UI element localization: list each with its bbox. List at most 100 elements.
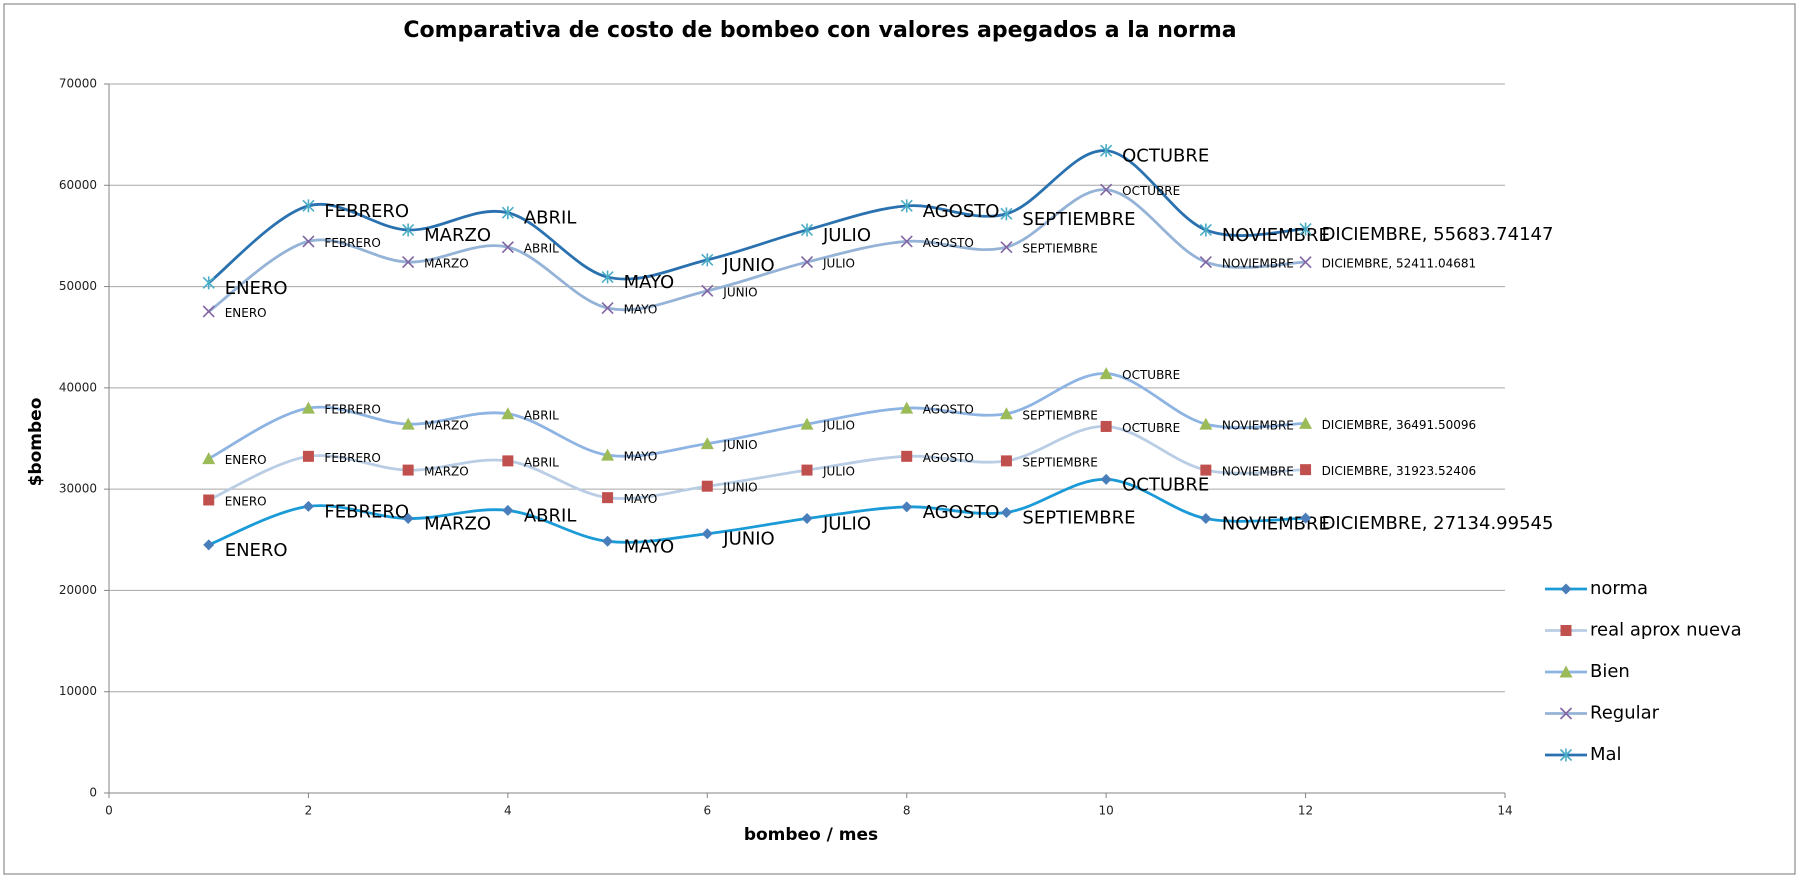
data-label: SEPTIEMBRE [1022, 408, 1097, 422]
data-label: JUNIO [722, 285, 757, 299]
data-label: OCTUBRE [1122, 146, 1209, 167]
y-tick-label: 20000 [59, 583, 97, 597]
data-label: MAYO [624, 536, 675, 557]
marker [401, 417, 415, 430]
marker [1100, 473, 1112, 485]
marker [1559, 665, 1573, 678]
marker [1560, 625, 1572, 636]
chart-border [3, 3, 1796, 875]
data-label: NOVIEMBRE [1222, 225, 1330, 246]
x-tick-label: 6 [703, 804, 711, 818]
data-label: DICIEMBRE, 36491.50096 [1322, 418, 1477, 432]
x-tick-label: 0 [105, 804, 113, 818]
data-label: NOVIEMBRE [1222, 465, 1294, 479]
data-label: NOVIEMBRE [1222, 257, 1294, 271]
legend-label: norma [1590, 578, 1648, 599]
marker [1299, 256, 1312, 269]
marker [502, 455, 514, 467]
marker [1000, 241, 1013, 254]
marker [800, 223, 814, 237]
marker [1199, 255, 1212, 269]
marker [800, 417, 814, 430]
data-label: DICIEMBRE, 31923.52406 [1322, 464, 1477, 478]
data-label: SEPTIEMBRE [1022, 209, 1135, 230]
y-tick-label: 10000 [59, 684, 97, 698]
data-label: AGOSTO [923, 403, 974, 417]
data-label: DICIEMBRE, 55683.74147 [1322, 224, 1554, 245]
data-label: SEPTIEMBRE [1022, 242, 1097, 256]
marker [203, 494, 215, 506]
data-label: SEPTIEMBRE [1022, 455, 1097, 469]
legend-label: real aprox nueva [1590, 620, 1742, 641]
y-axis-label: $bombeo [26, 398, 46, 487]
data-label: FEBRERO [324, 403, 380, 417]
marker [1200, 513, 1212, 525]
marker [202, 276, 215, 290]
data-label: JUNIO [722, 529, 774, 550]
marker [501, 407, 515, 420]
marker [701, 284, 714, 297]
data-label: OCTUBRE [1122, 474, 1209, 495]
x-tick-label: 4 [504, 804, 512, 818]
data-label: ABRIL [524, 242, 559, 256]
data-label: SEPTIEMBRE [1022, 507, 1135, 528]
marker [1200, 464, 1212, 476]
data-label: NOVIEMBRE [1222, 419, 1294, 433]
data-label: MAYO [624, 272, 675, 293]
marker [701, 253, 714, 267]
data-label: OCTUBRE [1122, 421, 1180, 435]
legend-label: Bien [1590, 661, 1630, 682]
data-label: AGOSTO [923, 236, 974, 250]
series-line [208, 477, 1306, 547]
x-tick-label: 2 [305, 804, 313, 818]
marker [1100, 420, 1112, 432]
marker [301, 401, 315, 414]
marker [402, 223, 415, 237]
marker [601, 301, 614, 315]
marker [1199, 223, 1212, 237]
data-label: JULIO [822, 257, 855, 271]
data-label: JUNIO [722, 255, 774, 276]
data-label: DICIEMBRE, 27134.99545 [1322, 513, 1554, 534]
data-label: AGOSTO [923, 502, 1000, 523]
data-label: JUNIO [722, 481, 757, 495]
marker [601, 448, 615, 461]
marker [1000, 207, 1013, 221]
marker [601, 270, 614, 284]
data-label: MARZO [424, 225, 491, 246]
marker [1300, 512, 1312, 524]
y-tick-label: 50000 [59, 279, 97, 293]
y-tick-label: 70000 [59, 77, 97, 91]
data-label: JULIO [822, 419, 855, 433]
marker [1300, 464, 1312, 476]
y-tick-label: 40000 [59, 380, 97, 394]
data-label: ENERO [225, 278, 288, 299]
x-tick-label: 12 [1298, 804, 1313, 818]
x-tick-label: 10 [1099, 804, 1114, 818]
marker [800, 255, 814, 269]
marker [402, 464, 414, 476]
marker [801, 513, 813, 525]
legend-label: Regular [1590, 703, 1660, 724]
marker [202, 452, 216, 465]
data-label: OCTUBRE [1122, 184, 1180, 198]
marker [1099, 367, 1113, 380]
marker [1000, 506, 1012, 518]
data-label: AGOSTO [923, 451, 974, 465]
marker [1199, 417, 1213, 430]
marker [501, 206, 514, 220]
data-label: MARZO [424, 514, 491, 535]
marker [900, 199, 913, 213]
marker [501, 241, 514, 254]
data-label: FEBRERO [324, 201, 409, 222]
data-label: ABRIL [524, 455, 559, 469]
y-tick-label: 0 [89, 786, 97, 800]
marker [602, 535, 614, 547]
data-label: ABRIL [524, 208, 577, 229]
marker [602, 492, 614, 504]
marker [502, 504, 514, 516]
data-label: ABRIL [524, 408, 559, 422]
marker [900, 401, 914, 414]
